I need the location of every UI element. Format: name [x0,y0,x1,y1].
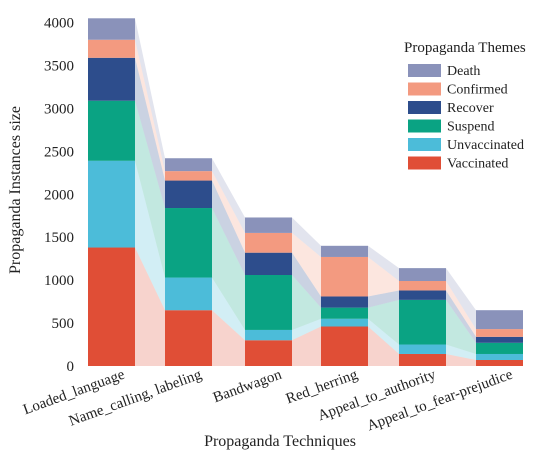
connector-band [135,100,165,278]
connector-band [292,232,321,297]
connector-band [212,180,245,275]
bar-segment [88,247,135,366]
bar-segment [165,277,212,311]
connector-band [368,256,399,297]
connector-band [292,318,321,341]
y-tick-label: 0 [67,359,75,375]
bar-segment [88,39,135,58]
connector-band [292,252,321,308]
legend-swatch [408,101,441,114]
bar-segment [321,256,368,297]
bars [88,18,523,366]
connector-band [446,281,476,337]
bar-segment [321,326,368,366]
bar-segment [399,353,446,366]
y-tick-label: 3000 [44,101,74,117]
y-tick-label: 4000 [44,16,74,32]
connector-band [212,171,245,253]
bar-segment [88,100,135,161]
legend-swatch [408,119,441,133]
connector-band [446,299,476,354]
connector-band [292,217,321,257]
bar-segment [399,344,446,354]
connector-band [368,326,399,366]
legend-swatch [408,138,441,151]
bar-segment [88,160,135,248]
legend: Propaganda Themes Death Confirmed Recover S… [404,40,526,172]
bar-segment [321,245,368,257]
connector-band [368,290,399,308]
bar-segment [245,329,292,341]
bar-segment [165,158,212,172]
connector-band [368,245,399,282]
connector-band [212,310,245,366]
bar-segment [165,310,212,366]
connector-band [446,290,476,343]
x-axis-title: Propaganda Techniques [204,433,356,450]
y-tick-label: 2000 [44,187,74,203]
x-tick-label: Bandwagon [211,367,284,407]
connector-band [446,344,476,360]
connector-bands [135,18,476,366]
y-axis: 0 500 1000 1500 2000 2500 3000 3500 4000 [44,16,74,375]
y-tick-label: 3500 [44,59,74,75]
legend-swatch [408,156,441,170]
legend-label: Suspend [447,120,494,135]
bar-segment [245,232,292,253]
legend-swatch [408,82,441,96]
connector-band [135,57,165,209]
y-tick-label: 2500 [44,144,74,160]
bar-segment [476,342,523,354]
bar-segment [165,208,212,278]
bar-segment [321,307,368,319]
bar-segment [399,281,446,291]
bar-segment [321,296,368,308]
bar-segment [399,268,446,282]
bar-segment [88,18,135,40]
connector-band [292,326,321,366]
bar-segment [476,359,523,366]
y-axis-title: Propaganda Instances size [7,106,24,274]
bar-segment [476,329,523,337]
connector-band [368,299,399,345]
bar-segment [245,252,292,275]
connector-band [292,274,321,330]
bar-segment [245,274,292,330]
y-tick-label: 1500 [44,230,74,246]
connector-band [368,318,399,354]
connector-band [446,353,476,366]
bar-segment [476,353,523,360]
legend-label: Confirmed [447,83,508,98]
legend-title: Propaganda Themes [404,40,526,56]
connector-band [135,247,165,366]
bar-segment [165,180,212,209]
legend-label: Death [447,64,480,79]
legend-label: Vaccinated [447,157,508,172]
connector-band [446,268,476,330]
x-tick-label: Appeal_to_fear-prejudice [365,367,515,435]
bar-segment [476,336,523,343]
bar-segment [245,217,292,233]
bar-segment [321,318,368,327]
legend-label: Recover [447,101,494,116]
connector-band [212,208,245,330]
connector-band [135,39,165,181]
bar-segment [245,340,292,366]
bar-segment [88,57,135,101]
legend-swatch [408,64,441,77]
connector-band [135,18,165,172]
bar-segment [165,171,212,181]
x-tick-label: Name_calling, labeling [67,367,204,430]
connector-band [212,158,245,233]
legend-label: Unvaccinated [447,138,524,153]
y-tick-label: 500 [52,316,75,332]
bar-segment [399,290,446,300]
bar-segment [476,310,523,330]
bar-segment [399,299,446,345]
y-tick-label: 1000 [44,273,74,289]
connector-band [135,160,165,311]
connector-band [212,277,245,341]
